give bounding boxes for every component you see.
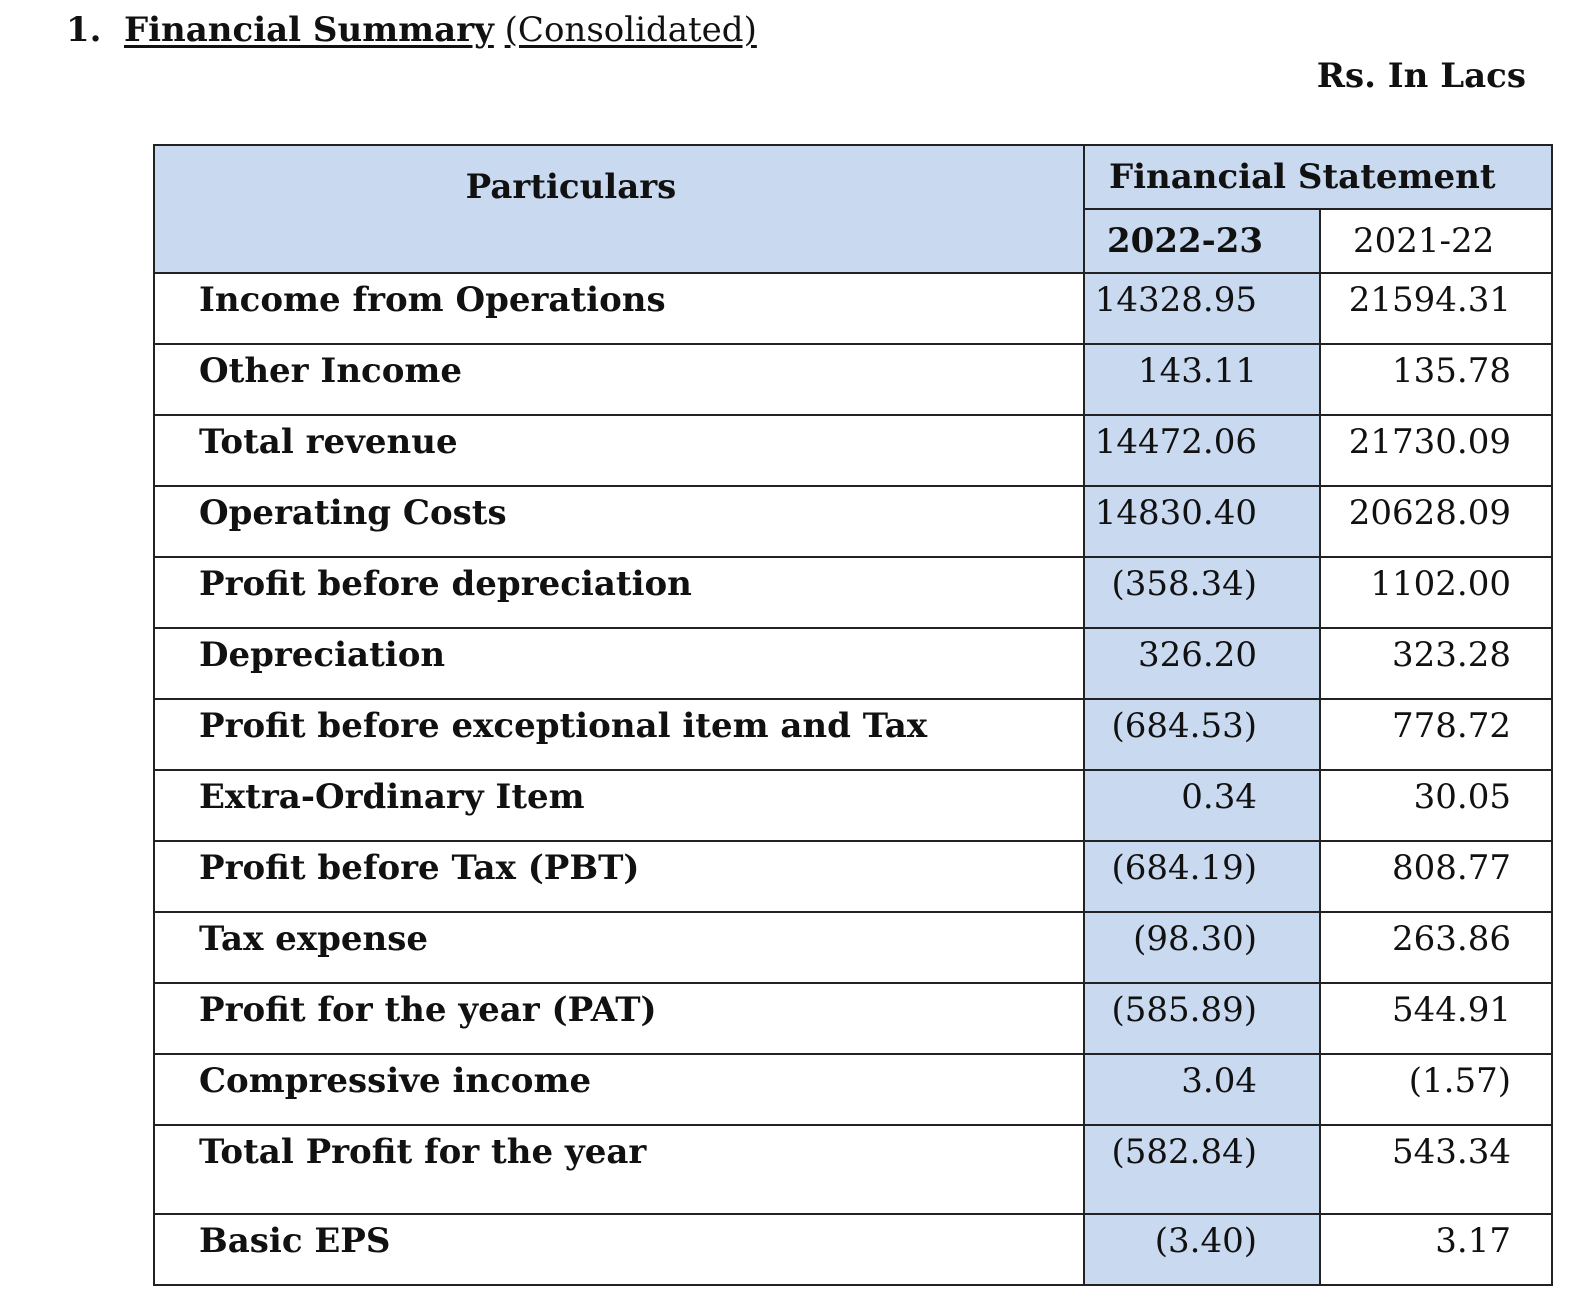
row-label: Profit before Tax (PBT) [153, 840, 1085, 913]
value-2021-22: 778.72 [1319, 698, 1553, 771]
row-label: Compressive income [153, 1053, 1085, 1126]
value-2022-23: 14830.40 [1083, 485, 1321, 558]
row-label: Tax expense [153, 911, 1085, 984]
value-2021-22: 323.28 [1319, 627, 1553, 700]
value-2022-23: (3.40) [1083, 1213, 1321, 1286]
value-2021-22: 21730.09 [1319, 414, 1553, 487]
value-2022-23: 14472.06 [1083, 414, 1321, 487]
value-2021-22: 544.91 [1319, 982, 1553, 1055]
row-label: Basic EPS [153, 1213, 1085, 1286]
row-label: Profit before exceptional item and Tax [153, 698, 1085, 771]
table-row: Extra-Ordinary Item 0.34 30.05 [153, 769, 1553, 842]
value-2022-23: 14328.95 [1083, 272, 1321, 345]
value-2021-22: (1.57) [1319, 1053, 1553, 1126]
row-label: Other Income [153, 343, 1085, 416]
table-row: Total Profit for the year (582.84) 543.3… [153, 1124, 1553, 1215]
section-number: 1. [66, 10, 102, 50]
value-2022-23: (684.53) [1083, 698, 1321, 771]
row-label: Extra-Ordinary Item [153, 769, 1085, 842]
row-label: Total Profit for the year [153, 1124, 1085, 1215]
table-row: Profit before Tax (PBT) (684.19) 808.77 [153, 840, 1553, 913]
value-2021-22: 30.05 [1319, 769, 1553, 842]
row-label: Depreciation [153, 627, 1085, 700]
value-2022-23: (582.84) [1083, 1124, 1321, 1215]
value-2022-23: 3.04 [1083, 1053, 1321, 1126]
row-label: Operating Costs [153, 485, 1085, 558]
value-2021-22: 3.17 [1319, 1213, 1553, 1286]
table-row: Compressive income 3.04 (1.57) [153, 1053, 1553, 1126]
section-title: Financial Summary [124, 10, 494, 50]
value-2021-22: 135.78 [1319, 343, 1553, 416]
table-row: Basic EPS (3.40) 3.17 [153, 1213, 1553, 1286]
value-2021-22: 543.34 [1319, 1124, 1553, 1215]
header-financial-statement: Financial Statement [1083, 144, 1553, 210]
row-label: Profit for the year (PAT) [153, 982, 1085, 1055]
value-2021-22: 1102.00 [1319, 556, 1553, 629]
table-row: Income from Operations 14328.95 21594.31 [153, 272, 1553, 345]
value-2022-23: (585.89) [1083, 982, 1321, 1055]
table-row: Operating Costs 14830.40 20628.09 [153, 485, 1553, 558]
table-row: Other Income 143.11 135.78 [153, 343, 1553, 416]
table-row: Total revenue 14472.06 21730.09 [153, 414, 1553, 487]
row-label: Income from Operations [153, 272, 1085, 345]
value-2021-22: 263.86 [1319, 911, 1553, 984]
value-2022-23: (684.19) [1083, 840, 1321, 913]
financial-summary-table: Particulars Financial Statement 2022-23 … [153, 144, 1553, 1286]
row-label: Total revenue [153, 414, 1085, 487]
header-year-2021-22: 2021-22 [1319, 208, 1553, 274]
table-row: Tax expense (98.30) 263.86 [153, 911, 1553, 984]
value-2021-22: 808.77 [1319, 840, 1553, 913]
value-2022-23: (358.34) [1083, 556, 1321, 629]
units-label: Rs. In Lacs [1316, 56, 1526, 96]
value-2021-22: 21594.31 [1319, 272, 1553, 345]
table-row: Profit for the year (PAT) (585.89) 544.9… [153, 982, 1553, 1055]
value-2022-23: (98.30) [1083, 911, 1321, 984]
table-row: Profit before exceptional item and Tax (… [153, 698, 1553, 771]
table-row: Depreciation 326.20 323.28 [153, 627, 1553, 700]
section-subtitle: (Consolidated) [504, 10, 757, 50]
value-2022-23: 326.20 [1083, 627, 1321, 700]
row-label: Profit before depreciation [153, 556, 1085, 629]
header-particulars: Particulars [153, 144, 1085, 274]
table-row: Profit before depreciation (358.34) 1102… [153, 556, 1553, 629]
value-2022-23: 0.34 [1083, 769, 1321, 842]
header-year-2022-23: 2022-23 [1083, 208, 1321, 274]
value-2022-23: 143.11 [1083, 343, 1321, 416]
value-2021-22: 20628.09 [1319, 485, 1553, 558]
section-heading: 1. Financial Summary (Consolidated) [66, 8, 757, 52]
